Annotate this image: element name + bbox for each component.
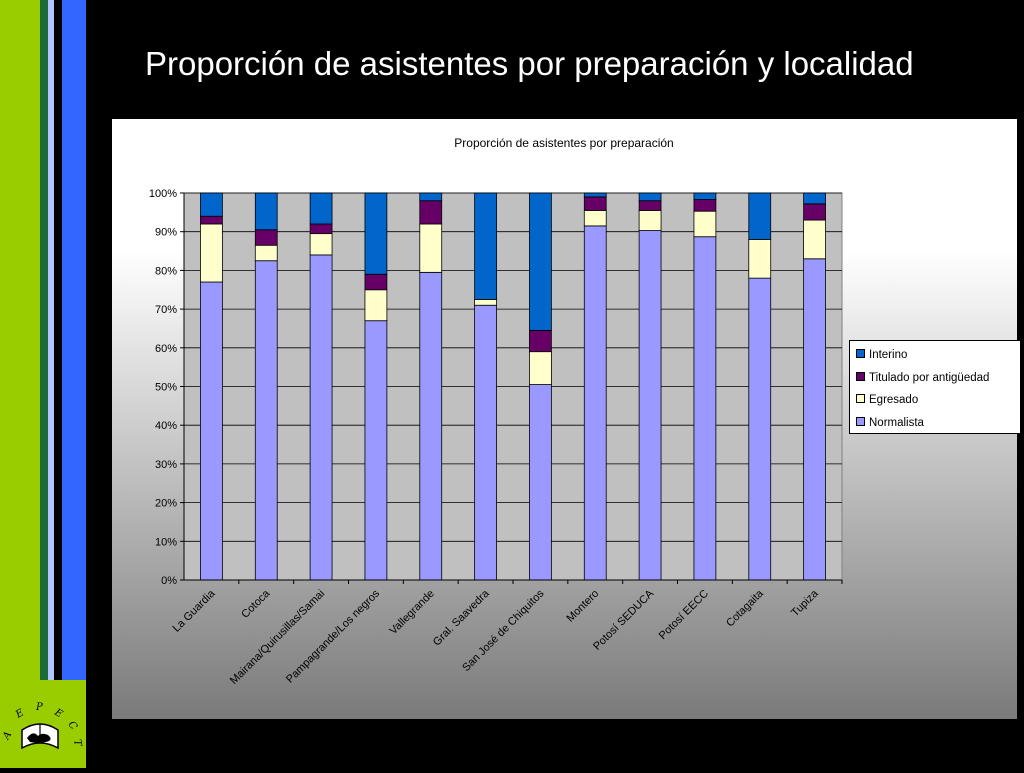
y-tick-label: 90% (155, 227, 177, 239)
bar-segment (693, 192, 717, 200)
chart-legend: Interino Titulado por antigüedad Egresado N… (849, 340, 1021, 434)
bar-segment (638, 210, 662, 231)
stacked-bar-chart: Proporción de asistentes por preparación… (149, 136, 843, 687)
legend-swatch (856, 349, 865, 359)
bar-segment (364, 320, 388, 581)
bar-segment (638, 200, 662, 211)
y-tick-label: 100% (149, 188, 177, 200)
legend-label: Titulado por antigüedad (869, 371, 990, 384)
bar-segment (254, 229, 278, 246)
slide-title: Proporción de asistentes por preparación… (145, 45, 914, 82)
y-tick-label: 50% (155, 382, 177, 394)
bar-segment (474, 192, 497, 300)
bar-segment (309, 223, 333, 235)
legend-swatch (856, 416, 865, 426)
y-tick-label: 40% (155, 420, 177, 432)
x-tick-label: Potosí SEDUCA (591, 587, 657, 653)
x-tick-label: Cotoca (239, 587, 273, 621)
bar-segment (364, 289, 388, 322)
bar-segment (638, 192, 662, 202)
bar-segment (200, 215, 223, 225)
left-stripe-green (0, 0, 40, 680)
y-tick-label: 80% (155, 265, 177, 277)
legend-label: Interino (869, 349, 908, 361)
bar-segment (803, 192, 826, 205)
bar-segment (529, 384, 552, 581)
y-tick-label: 20% (155, 498, 177, 510)
bar-segment (419, 271, 443, 581)
bar-segment (254, 260, 278, 581)
bar-segment (254, 192, 278, 231)
left-stripe-dark-green (40, 0, 48, 680)
legend-item: Titulado por antigüedad (856, 370, 989, 386)
bar-segment (583, 225, 607, 581)
y-tick-label: 60% (155, 343, 177, 355)
bar-segment (419, 192, 443, 202)
legend-item: Normalista (856, 415, 924, 431)
bar-segment (254, 244, 278, 262)
legend-item: Interino (856, 347, 907, 363)
x-tick-label: Montero (564, 588, 601, 625)
bar-segment (200, 281, 223, 581)
bar-segment (583, 192, 607, 198)
bar-segment (693, 236, 717, 581)
x-tick-label: Cotagaita (724, 587, 766, 629)
left-stripe-light-blue (48, 0, 54, 680)
chart-area: Proporción de asistentes por preparación… (112, 119, 1021, 719)
chart-title: Proporción de asistentes por preparación (454, 136, 673, 150)
bar-segment (529, 329, 552, 353)
bar-segment (419, 200, 443, 225)
bar-segment (364, 273, 388, 291)
bar-segment (803, 203, 826, 221)
y-tick-label: 30% (155, 459, 177, 471)
left-stripe-black (54, 0, 62, 680)
bar-segment (474, 299, 497, 306)
bar-segment (364, 192, 388, 275)
legend-swatch (856, 371, 865, 381)
bar-segment (748, 192, 772, 240)
legend-swatch (856, 394, 865, 404)
bar-segment (693, 199, 717, 212)
animal-icon (27, 733, 51, 743)
bar-segment (803, 219, 826, 260)
x-tick-label: La Guardia (171, 587, 219, 635)
bar-segment (693, 210, 717, 238)
svg-text:A: A (1, 730, 15, 743)
x-tick-label: Gral. Saavedra (431, 587, 492, 648)
bar-segment (583, 196, 607, 211)
x-tick-label: Potosí EECC (657, 588, 711, 642)
x-tick-label: Pampagrande/Los negros (284, 587, 382, 685)
bar-segment (200, 223, 223, 283)
bar-segment (583, 210, 607, 227)
x-tick-label: Vallegrande (387, 588, 436, 637)
svg-text:C: C (66, 719, 80, 732)
bar-segment (419, 223, 443, 273)
bar-segment (200, 192, 223, 217)
legend-item: Egresado (856, 392, 918, 408)
logo-graphic: A E P E C T (1, 702, 83, 750)
legend-label: Egresado (869, 394, 919, 406)
x-tick-label: Tupiza (789, 587, 821, 619)
y-tick-label: 0% (161, 575, 177, 587)
bar-segment (803, 258, 826, 581)
bar-segment (529, 192, 552, 331)
svg-text:E: E (13, 707, 26, 721)
bar-segment (309, 233, 333, 256)
bar-segment (309, 254, 333, 581)
y-tick-label: 70% (155, 304, 177, 316)
left-stripe-blue (62, 0, 86, 680)
bar-segment (748, 239, 772, 279)
svg-text:E: E (52, 707, 65, 721)
aepect-logo: A E P E C T (0, 680, 86, 768)
bar-segment (638, 230, 662, 581)
svg-text:T: T (71, 739, 83, 749)
legend-label: Normalista (869, 416, 924, 429)
bar-segment (529, 351, 552, 385)
bar-segment (748, 277, 772, 581)
x-tick-label: Mairana/Quirusillas/Samai (228, 588, 327, 687)
bar-segment (309, 192, 333, 225)
bar-segment (474, 304, 497, 581)
y-tick-label: 10% (155, 536, 177, 548)
svg-text:P: P (35, 702, 43, 713)
